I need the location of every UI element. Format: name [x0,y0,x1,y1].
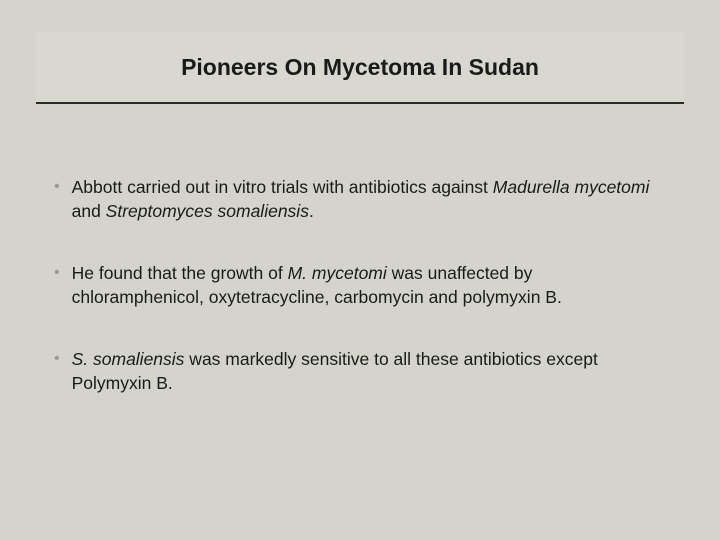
text-run: and [72,201,106,221]
bullet-marker-icon: • [54,347,60,371]
text-run: . [309,201,314,221]
text-run: Abbott carried out in vitro trials with … [72,177,493,197]
bullet-marker-icon: • [54,261,60,285]
bullet-item: • Abbott carried out in vitro trials with… [54,175,666,223]
bullet-item: • He found that the growth of M. mycetomi… [54,261,666,309]
slide: Pioneers On Mycetoma In Sudan • Abbott ca… [0,0,720,540]
italic-run: M. mycetomi [288,263,387,283]
title-box: Pioneers On Mycetoma In Sudan [36,32,684,104]
text-run: He found that the growth of [72,263,288,283]
italic-run: S. somaliensis [72,349,185,369]
italic-run: Madurella mycetomi [493,177,650,197]
italic-run: Streptomyces somaliensis [106,201,309,221]
bullet-marker-icon: • [54,175,60,199]
bullet-text: He found that the growth of M. mycetomi … [72,261,666,309]
bullet-item: • S. somaliensis was markedly sensitive t… [54,347,666,395]
bullet-text: S. somaliensis was markedly sensitive to… [72,347,666,395]
slide-title: Pioneers On Mycetoma In Sudan [181,54,539,81]
slide-content: • Abbott carried out in vitro trials with… [54,175,666,433]
bullet-text: Abbott carried out in vitro trials with … [72,175,666,223]
